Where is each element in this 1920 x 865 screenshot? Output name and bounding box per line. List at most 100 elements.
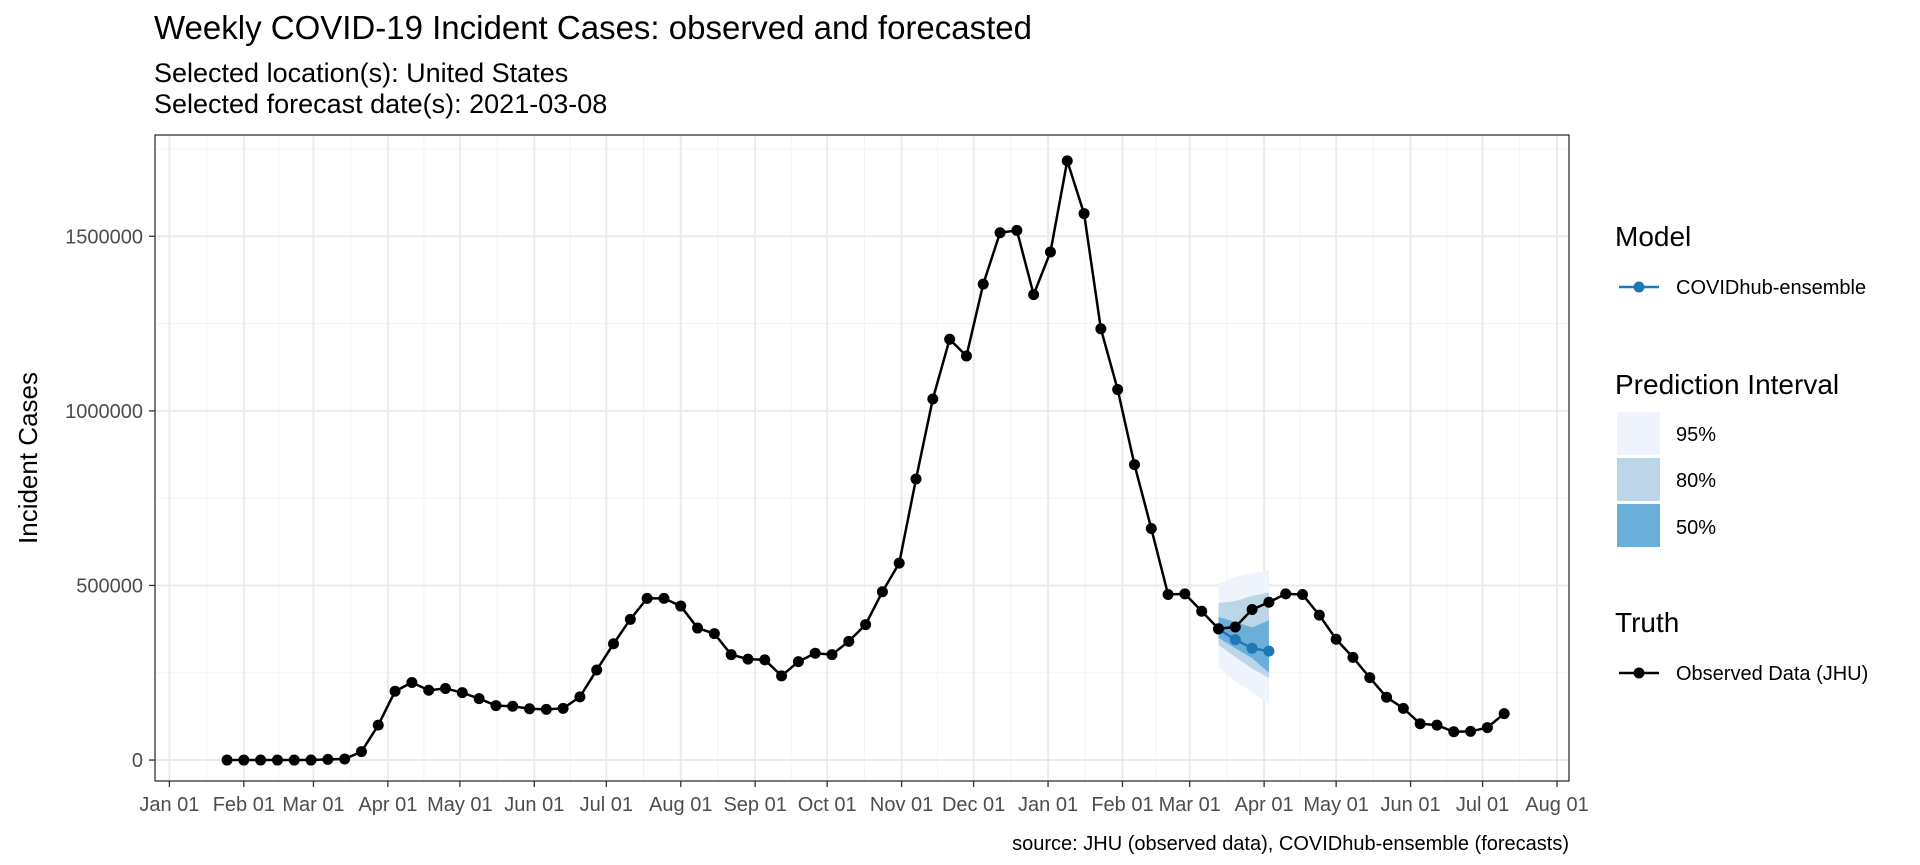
observed-point bbox=[1213, 623, 1225, 635]
observed-point bbox=[406, 677, 418, 689]
legend-model-title: Model bbox=[1615, 221, 1691, 252]
observed-point bbox=[423, 684, 435, 696]
legend: Model COVIDhub-ensemble Prediction Inter… bbox=[1615, 221, 1868, 685]
y-axis-title: Incident Cases bbox=[13, 372, 43, 544]
x-tick-label: Apr 01 bbox=[1235, 794, 1294, 816]
observed-point bbox=[641, 592, 653, 604]
forecast-point bbox=[1229, 634, 1241, 646]
observed-point bbox=[1179, 588, 1191, 600]
observed-point bbox=[860, 619, 872, 631]
observed-point bbox=[1330, 633, 1342, 645]
observed-point bbox=[910, 473, 922, 485]
observed-point bbox=[1297, 589, 1309, 601]
x-tick-label: Feb 01 bbox=[213, 794, 275, 816]
x-tick-label: Oct 01 bbox=[798, 794, 857, 816]
y-tick-label: 500000 bbox=[76, 575, 143, 597]
x-tick-label: May 01 bbox=[1303, 794, 1369, 816]
x-tick-label: Mar 01 bbox=[1159, 794, 1221, 816]
legend-truth-point-icon bbox=[1633, 667, 1645, 679]
observed-point bbox=[574, 691, 586, 703]
observed-point bbox=[826, 649, 838, 661]
observed-point bbox=[776, 670, 788, 682]
observed-point bbox=[389, 685, 401, 697]
observed-point bbox=[355, 746, 367, 758]
x-tick-label: Nov 01 bbox=[870, 794, 933, 816]
observed-point bbox=[221, 754, 233, 766]
observed-point bbox=[1128, 459, 1140, 471]
legend-model-label: COVIDhub-ensemble bbox=[1676, 277, 1866, 299]
observed-point bbox=[675, 600, 687, 612]
observed-point bbox=[994, 227, 1006, 239]
observed-point bbox=[540, 703, 552, 715]
legend-truth-title: Truth bbox=[1615, 607, 1679, 638]
x-axis: Jan 01 Feb 01 Mar 01 Apr 01 May 01 Jun 01 Jul … bbox=[139, 781, 1589, 816]
x-tick-label: Apr 01 bbox=[358, 794, 417, 816]
chart-subtitle-date: Selected forecast date(s): 2021-03-08 bbox=[154, 89, 607, 119]
observed-point bbox=[843, 635, 855, 647]
x-tick-label: Sep 01 bbox=[723, 794, 786, 816]
observed-point bbox=[473, 693, 485, 705]
observed-point bbox=[809, 647, 821, 659]
observed-point bbox=[1028, 289, 1040, 301]
observed-point bbox=[893, 557, 905, 569]
observed-point bbox=[524, 703, 536, 715]
observed-point bbox=[339, 753, 351, 765]
legend-80-label: 80% bbox=[1676, 470, 1716, 492]
observed-point bbox=[439, 682, 451, 694]
observed-point bbox=[1263, 596, 1275, 608]
observed-point bbox=[1465, 725, 1477, 737]
x-tick-label: Mar 01 bbox=[282, 794, 344, 816]
observed-point bbox=[1414, 718, 1426, 730]
observed-point bbox=[1498, 708, 1510, 720]
x-tick-label: May 01 bbox=[427, 794, 493, 816]
y-tick-label: 1500000 bbox=[65, 226, 143, 248]
observed-point bbox=[456, 687, 468, 699]
observed-point bbox=[1061, 155, 1073, 167]
observed-point bbox=[591, 664, 603, 676]
observed-point bbox=[1246, 604, 1258, 616]
y-tick-label: 1000000 bbox=[65, 401, 143, 423]
forecast-line bbox=[1217, 628, 1270, 653]
x-tick-label: Jan 01 bbox=[139, 794, 199, 816]
observed-point bbox=[624, 613, 636, 625]
x-tick-label: Feb 01 bbox=[1091, 794, 1153, 816]
observed-point bbox=[1196, 605, 1208, 617]
forecast-point bbox=[1246, 642, 1258, 654]
observed-point bbox=[1347, 651, 1359, 663]
observed-point bbox=[1313, 609, 1325, 621]
x-tick-label: Jul 01 bbox=[1456, 794, 1509, 816]
observed-point bbox=[1095, 323, 1107, 335]
observed-point bbox=[288, 754, 300, 766]
observed-point bbox=[759, 654, 771, 666]
observed-point bbox=[944, 333, 956, 345]
observed-point bbox=[507, 700, 519, 712]
observed-point bbox=[960, 350, 972, 362]
chart-subtitle-location: Selected location(s): United States bbox=[154, 58, 568, 88]
forecast-point bbox=[1263, 645, 1275, 657]
observed-point bbox=[725, 649, 737, 661]
y-tick-label: 0 bbox=[132, 750, 143, 772]
observed-point bbox=[372, 719, 384, 731]
legend-50-label: 50% bbox=[1676, 517, 1716, 539]
observed-point bbox=[708, 628, 720, 640]
observed-point bbox=[927, 393, 939, 405]
observed-point bbox=[255, 754, 267, 766]
observed-point bbox=[658, 592, 670, 604]
observed-point bbox=[608, 638, 620, 650]
legend-95-swatch bbox=[1617, 412, 1660, 455]
observed-point bbox=[1112, 384, 1124, 396]
observed-point bbox=[557, 702, 569, 714]
x-tick-label: Jun 01 bbox=[1381, 794, 1441, 816]
grid-major bbox=[155, 135, 1569, 781]
observed-point bbox=[1078, 208, 1090, 220]
x-tick-label: Jul 01 bbox=[580, 794, 633, 816]
legend-80-swatch bbox=[1617, 458, 1660, 501]
observed-point bbox=[1364, 672, 1376, 684]
legend-interval-title: Prediction Interval bbox=[1615, 369, 1839, 400]
chart-caption: source: JHU (observed data), COVIDhub-en… bbox=[1012, 833, 1569, 855]
prediction-bands bbox=[1218, 569, 1269, 705]
observed-point bbox=[271, 754, 283, 766]
plot-border bbox=[154, 134, 1570, 782]
observed-point bbox=[238, 754, 250, 766]
